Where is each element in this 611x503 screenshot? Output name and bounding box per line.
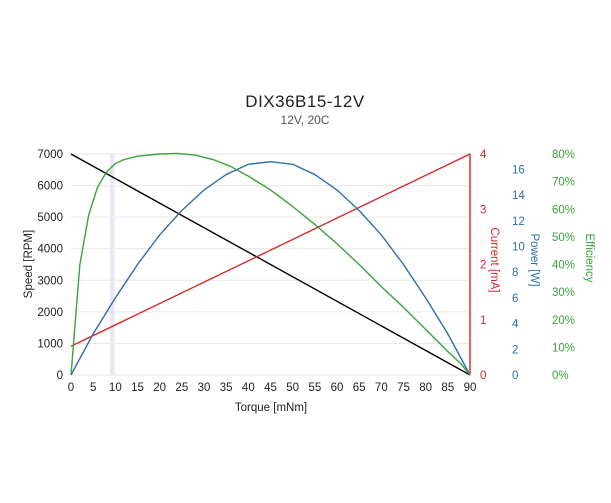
current-tick-label: 1 xyxy=(480,315,486,327)
current-axis-label: Current [mA] xyxy=(488,227,500,292)
power-tick-label: 8 xyxy=(512,267,518,279)
current-tick-label: 2 xyxy=(480,260,486,272)
efficiency-tick-label: 30% xyxy=(552,287,575,299)
efficiency-tick-label: 10% xyxy=(552,342,575,354)
x-tick-label: 65 xyxy=(353,382,366,394)
highlight-band xyxy=(110,154,115,375)
x-tick-label: 10 xyxy=(109,382,122,394)
speed-tick-label: 3000 xyxy=(37,275,63,287)
series-layer xyxy=(70,152,471,376)
highlight-band-rect xyxy=(110,154,115,375)
x-tick-label: 75 xyxy=(397,382,410,394)
x-tick-label: 5 xyxy=(90,382,96,394)
efficiency-tick-label: 60% xyxy=(552,204,575,216)
x-tick-label: 70 xyxy=(375,382,388,394)
x-tick-label: 0 xyxy=(68,382,74,394)
current-series-line xyxy=(70,153,471,375)
x-tick-label: 60 xyxy=(331,382,344,394)
speed-series-line xyxy=(70,153,471,376)
speed-tick-label: 6000 xyxy=(37,181,63,193)
speed-tick-label: 1000 xyxy=(37,338,63,350)
speed-axis-label: Speed [RPM] xyxy=(23,230,35,298)
current-tick-label: 0 xyxy=(480,370,486,382)
efficiency-series-line xyxy=(70,152,471,376)
power-tick-label: 0 xyxy=(512,370,518,382)
current-tick-label: 4 xyxy=(480,149,487,161)
speed-tick-label: 4000 xyxy=(37,244,63,256)
x-axis-label: Torque [mNm] xyxy=(235,402,307,414)
speed-tick-label: 0 xyxy=(57,370,63,382)
x-tick-label: 50 xyxy=(286,382,299,394)
chart-subtitle: 12V, 20C xyxy=(281,113,330,127)
x-tick-label: 15 xyxy=(131,382,144,394)
power-tick-label: 12 xyxy=(512,216,525,228)
x-tick-label: 85 xyxy=(441,382,454,394)
tick-labels: 0 5 10 15 20 25 30 35 40 45 50 55 60 65 70 75 80 85 900100… xyxy=(37,149,575,394)
x-tick-label: 90 xyxy=(464,382,477,394)
efficiency-tick-label: 40% xyxy=(552,260,575,272)
efficiency-tick-label: 0% xyxy=(552,370,569,382)
power-tick-label: 16 xyxy=(512,164,525,176)
current-tick-label: 3 xyxy=(480,204,486,216)
grid-lines xyxy=(71,153,470,376)
x-tick-label: 30 xyxy=(198,382,211,394)
power-series-line xyxy=(70,161,471,376)
power-tick-label: 10 xyxy=(512,242,525,254)
chart-title: DIX36B15-12V xyxy=(245,92,365,111)
x-tick-label: 20 xyxy=(153,382,166,394)
speed-tick-label: 2000 xyxy=(37,307,63,319)
power-axis-label: Power [W] xyxy=(528,233,540,286)
speed-tick-label: 7000 xyxy=(37,149,63,161)
power-tick-label: 4 xyxy=(512,319,519,331)
x-tick-label: 25 xyxy=(175,382,188,394)
efficiency-tick-label: 50% xyxy=(552,232,575,244)
x-tick-label: 35 xyxy=(220,382,233,394)
power-tick-label: 14 xyxy=(512,190,525,202)
x-tick-label: 40 xyxy=(242,382,255,394)
speed-tick-label: 5000 xyxy=(37,212,63,224)
x-tick-label: 80 xyxy=(419,382,432,394)
efficiency-tick-label: 20% xyxy=(552,315,575,327)
efficiency-axis-label: Efficiency xyxy=(583,233,595,282)
efficiency-tick-label: 80% xyxy=(552,149,575,161)
x-tick-label: 55 xyxy=(308,382,321,394)
power-tick-label: 6 xyxy=(512,293,518,305)
power-tick-label: 2 xyxy=(512,344,518,356)
efficiency-tick-label: 70% xyxy=(552,177,575,189)
x-tick-label: 45 xyxy=(264,382,277,394)
